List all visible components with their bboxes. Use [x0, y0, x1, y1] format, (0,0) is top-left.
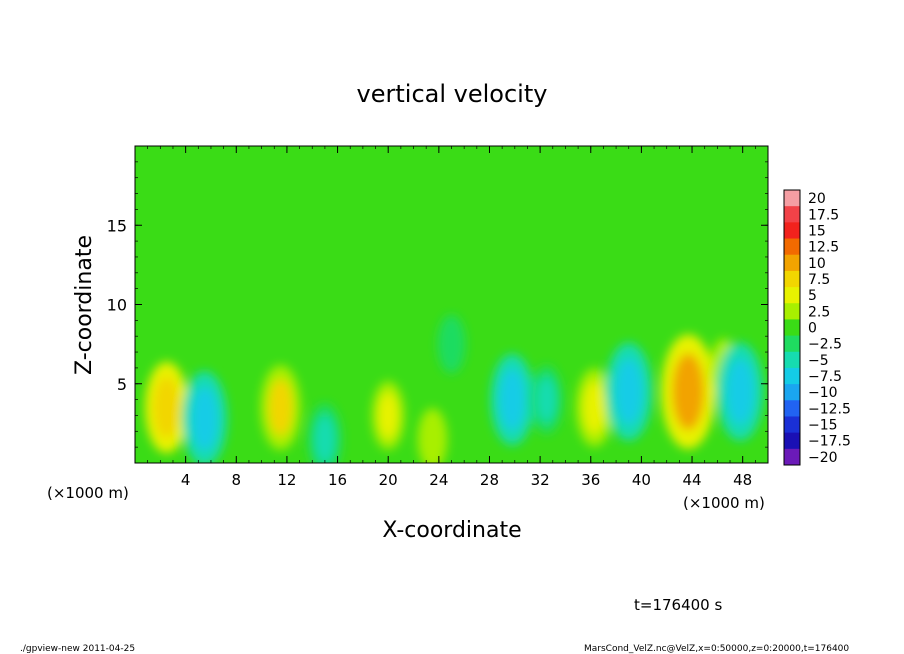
x-unit-label-right: (×1000 m) [683, 494, 765, 512]
colorbar-segment [784, 206, 800, 223]
x-tick-label: 32 [531, 471, 550, 489]
velocity-feature [499, 369, 526, 431]
colorbar-label: −7.5 [808, 369, 842, 385]
plot-area [134, 145, 769, 464]
y-axis-label: Z-coordinate [72, 235, 97, 375]
colorbar-frame [783, 189, 801, 466]
colorbar-segment [784, 335, 800, 353]
velocity-feature [443, 324, 460, 364]
x-unit-label-left: (×1000 m) [47, 484, 129, 502]
colorbar-label: 20 [808, 191, 826, 207]
colorbar-label: 12.5 [808, 240, 839, 256]
footer-left-info: ./gpview-new 2011-04-25 [20, 644, 135, 654]
y-tick-label: 10 [107, 296, 127, 315]
velocity-feature [615, 358, 643, 425]
colorbar-label: 7.5 [808, 272, 830, 288]
chart-title: vertical velocity [357, 80, 548, 108]
colorbar-label: −5 [808, 353, 829, 369]
x-tick-label: 16 [328, 471, 347, 489]
x-tick-label: 8 [232, 471, 242, 489]
colorbar-label: 2.5 [808, 304, 830, 320]
velocity-feature [726, 358, 754, 425]
velocity-feature [536, 376, 557, 423]
colorbar-segment [784, 432, 800, 450]
velocity-feature [423, 418, 442, 460]
colorbar-segment [784, 222, 800, 240]
colorbar-segment [784, 190, 800, 207]
velocity-feature [153, 377, 180, 439]
x-tick-label: 44 [682, 471, 701, 489]
x-tick-label: 20 [379, 471, 398, 489]
y-tick-label: 15 [107, 216, 127, 235]
velocity-feature [583, 381, 606, 434]
velocity-cells [144, 314, 764, 463]
velocity-feature [191, 387, 218, 451]
colorbar-label: −15 [808, 418, 838, 434]
colorbar-label: 10 [808, 256, 826, 272]
colorbar-label: 15 [808, 223, 826, 239]
x-tick-label: 28 [480, 471, 499, 489]
colorbar-segment [784, 270, 800, 288]
colorbar-segment [784, 303, 800, 320]
colorbar-segment [784, 367, 800, 385]
x-tick-label: 48 [733, 471, 752, 489]
colorbar-label: 0 [808, 321, 817, 337]
colorbar-label: −17.5 [808, 434, 851, 450]
colorbar-segment [784, 351, 800, 369]
x-tick-label: 12 [277, 471, 296, 489]
colorbar-label: 17.5 [808, 207, 839, 223]
x-tick-label: 40 [632, 471, 651, 489]
velocity-feature [672, 353, 705, 430]
velocity-feature [378, 392, 398, 439]
colorbar-segment [784, 319, 800, 337]
colorbar-label: −20 [808, 450, 838, 466]
y-tick-label: 5 [117, 375, 127, 394]
colorbar-segment [784, 384, 800, 401]
colorbar-label: −10 [808, 385, 838, 401]
colorbar-label: −2.5 [808, 337, 842, 353]
plot-background [135, 146, 768, 463]
colorbar-segment [784, 400, 800, 417]
colorbar-segment [784, 448, 800, 466]
velocity-feature [268, 379, 293, 436]
x-tick-label: 4 [181, 471, 191, 489]
y-axis: 5 10 15 [107, 145, 768, 464]
colorbar-segment [784, 416, 800, 434]
colorbar-segment [784, 238, 800, 256]
colorbar: 2017.51512.5107.552.50−2.5−5−7.5−10−12.5… [783, 189, 851, 466]
colorbar-segment [784, 287, 800, 304]
footer-right-info: MarsCond_VelZ.nc@VelZ,x=0:50000,z=0:2000… [584, 644, 849, 654]
velocity-feature [314, 415, 335, 463]
time-label: t=176400 s [634, 596, 722, 614]
x-tick-label: 24 [429, 471, 448, 489]
x-axis: 4 8 12 16 20 24 28 32 36 40 44 48 [134, 146, 769, 489]
colorbar-segment [784, 254, 800, 272]
x-tick-label: 36 [581, 471, 600, 489]
colorbar-label: 5 [808, 288, 817, 304]
colorbar-label: −12.5 [808, 401, 851, 417]
x-axis-label: X-coordinate [382, 518, 521, 543]
